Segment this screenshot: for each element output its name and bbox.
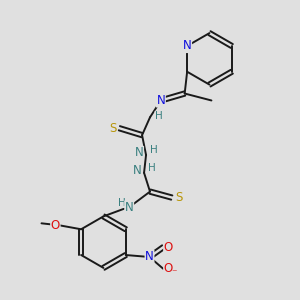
Text: N: N (157, 94, 165, 107)
Text: H: H (155, 111, 163, 121)
Text: H: H (148, 163, 156, 173)
Text: ⁻: ⁻ (172, 268, 177, 278)
Text: N: N (145, 250, 154, 263)
Text: N: N (133, 164, 142, 177)
Text: N: N (135, 146, 143, 160)
Text: H: H (150, 145, 158, 155)
Text: N: N (125, 201, 134, 214)
Text: S: S (175, 191, 182, 204)
Text: S: S (110, 122, 117, 135)
Text: O: O (164, 241, 173, 254)
Text: H: H (118, 197, 126, 208)
Text: O: O (51, 219, 60, 232)
Text: N: N (183, 40, 191, 52)
Text: O: O (164, 262, 173, 275)
